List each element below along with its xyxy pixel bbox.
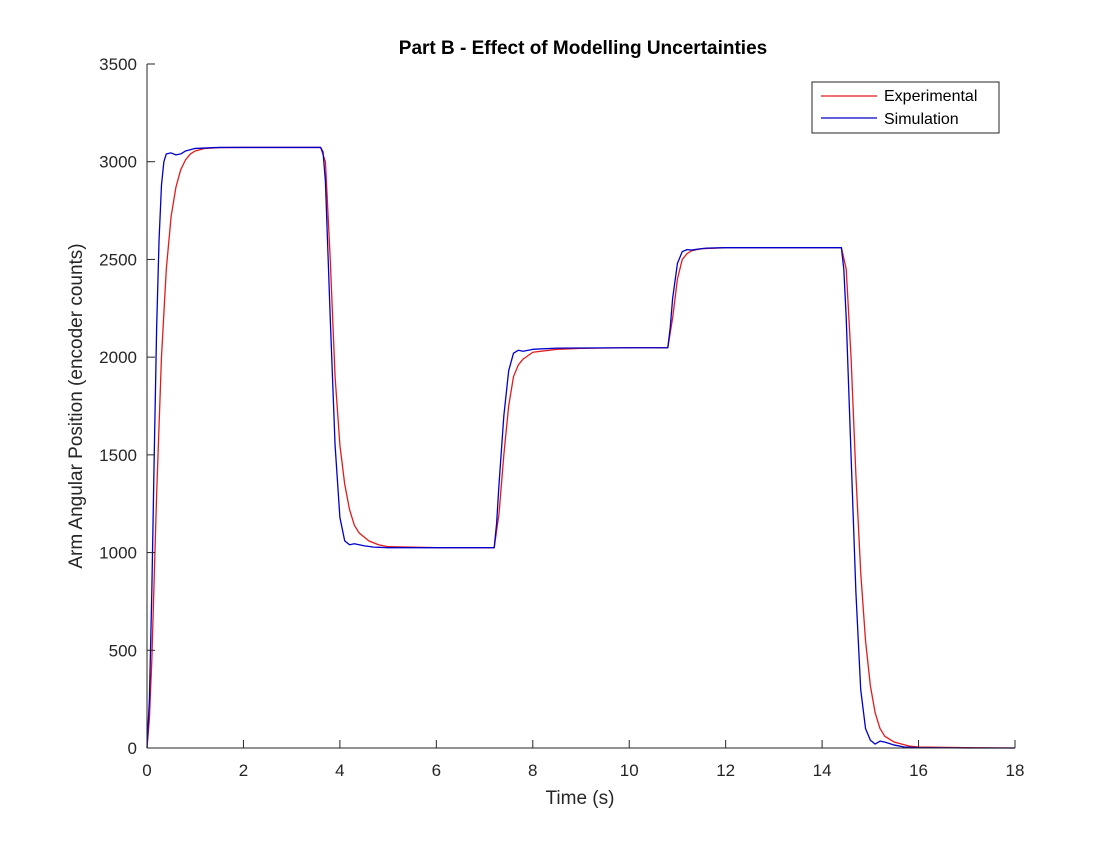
axes-layer: 0 2 4 6 8 10 12 14 16 18 0 500 1000 1500 2000 2500 3000 3… [99,55,1024,780]
y-tick-label: 1500 [99,446,137,465]
y-tick-label: 1000 [99,544,137,563]
x-tick-label: 16 [909,761,928,780]
y-axis-label: Arm Angular Position (encoder counts) [66,243,87,568]
x-tick-label: 6 [432,761,441,780]
x-tick-label: 14 [813,761,832,780]
x-tick-label: 10 [620,761,639,780]
chart-title: Part B - Effect of Modelling Uncertainti… [399,38,767,59]
x-tick-label: 18 [1006,761,1025,780]
y-tick-label: 2500 [99,250,137,269]
x-tick-label: 2 [239,761,248,780]
y-tick-label: 500 [109,641,137,660]
x-tick-label: 8 [528,761,537,780]
x-tick-label: 0 [142,761,151,780]
legend: Experimental Simulation [811,81,1000,134]
legend-label-experimental: Experimental [884,88,977,105]
plot-background [147,64,1015,748]
legend-box [811,81,1000,134]
y-tick-label: 3000 [99,153,137,172]
plot-area [147,64,1015,748]
y-tick-label: 3500 [99,55,137,74]
series-line-experimental [146,146,1016,749]
y-tick-label: 0 [128,739,137,758]
series-layer [146,146,1016,749]
legend-label-simulation: Simulation [884,111,959,128]
y-tick-label: 2000 [99,348,137,367]
series-line-simulation [146,146,1015,749]
x-tick-label: 12 [716,761,735,780]
x-tick-label: 4 [335,761,344,780]
x-axis-label: Time (s) [546,788,615,809]
